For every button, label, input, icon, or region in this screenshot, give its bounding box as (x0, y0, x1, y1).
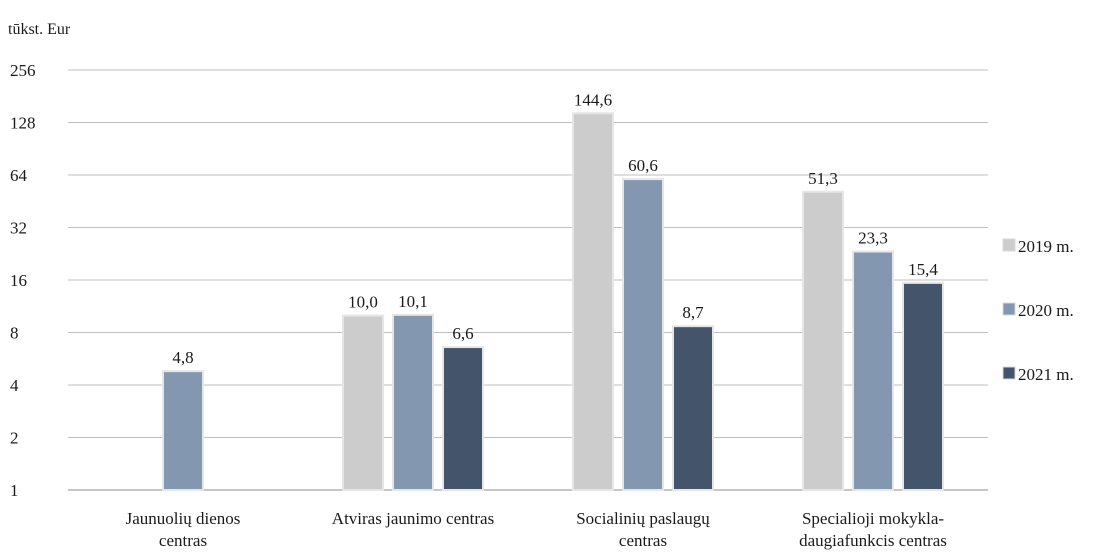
data-label: 10,1 (398, 292, 428, 311)
bar (342, 314, 384, 492)
legend-label: 2021 m. (1018, 365, 1074, 384)
y-tick-label: 16 (10, 271, 27, 290)
category-label: Specialioji mokykla- (802, 509, 944, 528)
unit-label: tūkst. Eur (8, 21, 71, 38)
data-label: 15,4 (908, 260, 938, 279)
legend-swatch (1002, 302, 1016, 316)
category-label: Atviras jaunimo centras (332, 509, 494, 528)
data-labels: 4,8 10,0 10,1 6,6 144,6 60,6 8,7 51,3 23,3 15,4 (172, 90, 938, 367)
bars (162, 112, 944, 492)
data-label: 51,3 (808, 169, 838, 188)
bar (902, 281, 944, 491)
bar (162, 370, 204, 492)
y-tick-label: 32 (10, 219, 27, 238)
category-label: daugiafunkcis centras (799, 531, 947, 550)
legend-swatch (1002, 238, 1016, 252)
category-label: centras (619, 531, 667, 550)
y-tick-label: 8 (10, 324, 19, 343)
data-label: 8,7 (682, 303, 704, 322)
bar (672, 325, 714, 491)
data-label: 60,6 (628, 156, 658, 175)
category-label: Socialinių paslaugų (576, 509, 710, 528)
data-label: 10,0 (348, 293, 378, 312)
y-axis-ticks: 1 2 4 8 16 32 64 128 256 (10, 61, 36, 500)
bar (572, 112, 614, 491)
bar (442, 346, 484, 491)
y-tick-label: 64 (10, 166, 28, 185)
category-label: centras (159, 531, 207, 550)
y-tick-label: 4 (10, 376, 19, 395)
data-label: 4,8 (172, 348, 193, 367)
bar (852, 250, 894, 491)
y-tick-label: 2 (10, 429, 19, 448)
category-label: Jaunuolių dienos (126, 509, 241, 528)
y-tick-label: 128 (10, 114, 36, 133)
category-labels: Jaunuolių dienos centras Atviras jaunimo c… (126, 509, 947, 550)
legend-label: 2019 m. (1018, 237, 1074, 256)
y-tick-label: 256 (10, 61, 36, 80)
legend: 2019 m. 2020 m. 2021 m. (1002, 237, 1074, 384)
gridlines (68, 69, 988, 491)
data-label: 6,6 (452, 324, 473, 343)
bar (802, 190, 844, 491)
data-label: 144,6 (574, 90, 612, 109)
legend-label: 2020 m. (1018, 301, 1074, 320)
legend-swatch (1002, 366, 1016, 380)
y-tick-label: 1 (10, 481, 19, 500)
data-label: 23,3 (858, 229, 888, 248)
bar (392, 313, 434, 491)
bar (622, 178, 664, 492)
